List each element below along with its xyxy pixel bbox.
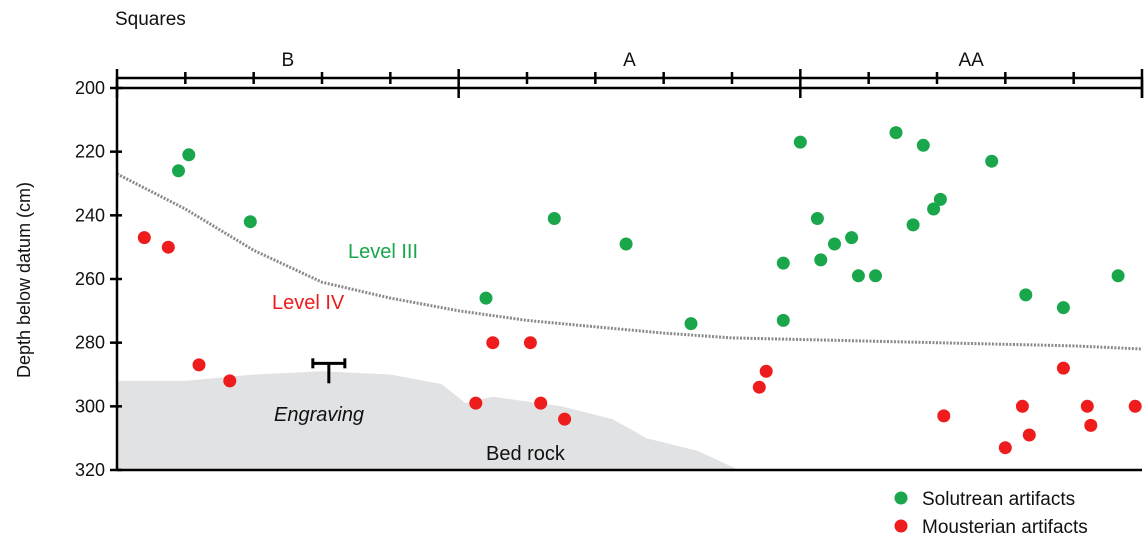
y-axis-label: Depth below datum (cm) <box>14 182 34 378</box>
engraving-label: Engraving <box>274 404 364 426</box>
y-tick-label: 200 <box>75 78 105 98</box>
legend-solutrean-label: Solutrean artifacts <box>922 489 1075 510</box>
solutrean-point <box>845 231 859 245</box>
level-iii-label: Level III <box>348 241 418 263</box>
level-boundary-line <box>116 172 1143 351</box>
mousterian-point <box>752 380 766 394</box>
square-label: AA <box>958 50 984 71</box>
solutrean-point <box>479 291 493 305</box>
solutrean-point <box>851 269 865 283</box>
mousterian-point <box>1022 428 1036 442</box>
solutrean-point <box>814 253 828 267</box>
mousterian-point <box>534 396 548 410</box>
mousterian-point <box>759 364 773 378</box>
solutrean-point <box>889 126 903 140</box>
solutrean-point <box>828 237 841 251</box>
solutrean-point <box>927 202 941 216</box>
solutrean-point <box>906 218 920 232</box>
mousterian-point <box>486 336 500 350</box>
legend: Solutrean artifacts Mousterian artifacts <box>894 489 1088 538</box>
mousterian-point <box>1128 399 1142 413</box>
mousterian-point <box>137 231 151 245</box>
level-iv-label: Level IV <box>272 292 345 314</box>
solutrean-point <box>776 313 790 327</box>
solutrean-point <box>916 138 930 152</box>
mousterian-point <box>469 396 483 410</box>
mousterian-point <box>558 412 572 426</box>
solutrean-point <box>1111 269 1125 283</box>
square-label: B <box>281 50 294 71</box>
mousterian-point <box>192 358 206 372</box>
solutrean-point <box>933 192 947 206</box>
mousterian-point <box>223 374 237 388</box>
engraving-marker <box>311 358 347 384</box>
legend-mousterian-marker <box>894 519 908 533</box>
solutrean-point <box>1019 288 1033 302</box>
solutrean-point <box>985 154 999 168</box>
solutrean-point <box>810 212 824 225</box>
legend-mousterian-label: Mousterian artifacts <box>922 517 1088 538</box>
solutrean-point <box>172 164 185 178</box>
y-tick-label: 280 <box>75 333 105 353</box>
solutrean-point <box>619 237 633 251</box>
y-tick-label: 220 <box>75 142 105 162</box>
y-tick-label: 240 <box>75 205 105 225</box>
mousterian-point <box>1080 399 1094 413</box>
solutrean-point <box>243 215 257 229</box>
bed-rock-label: Bed rock <box>486 443 566 465</box>
top-axis-title: Squares <box>115 9 186 30</box>
mousterian-point <box>1015 399 1029 413</box>
square-label: A <box>623 50 636 71</box>
mousterian-point <box>523 336 537 350</box>
y-tick-label: 300 <box>75 396 105 416</box>
y-tick-label: 260 <box>75 269 105 289</box>
y-tick-label: 320 <box>75 460 105 480</box>
solutrean-point <box>793 135 807 149</box>
mousterian-point <box>1084 418 1098 432</box>
solutrean-point <box>776 256 790 270</box>
solutrean-point <box>1056 301 1070 315</box>
mousterian-point <box>937 409 951 423</box>
mousterian-point <box>998 441 1012 455</box>
solutrean-point <box>182 148 196 162</box>
solutrean-point <box>684 317 698 331</box>
solutrean-point <box>547 212 561 225</box>
solutrean-point <box>869 269 882 283</box>
mousterian-point <box>161 240 175 254</box>
bedrock-area <box>117 371 739 470</box>
mousterian-point <box>1056 361 1070 375</box>
legend-solutrean-marker <box>894 491 908 505</box>
